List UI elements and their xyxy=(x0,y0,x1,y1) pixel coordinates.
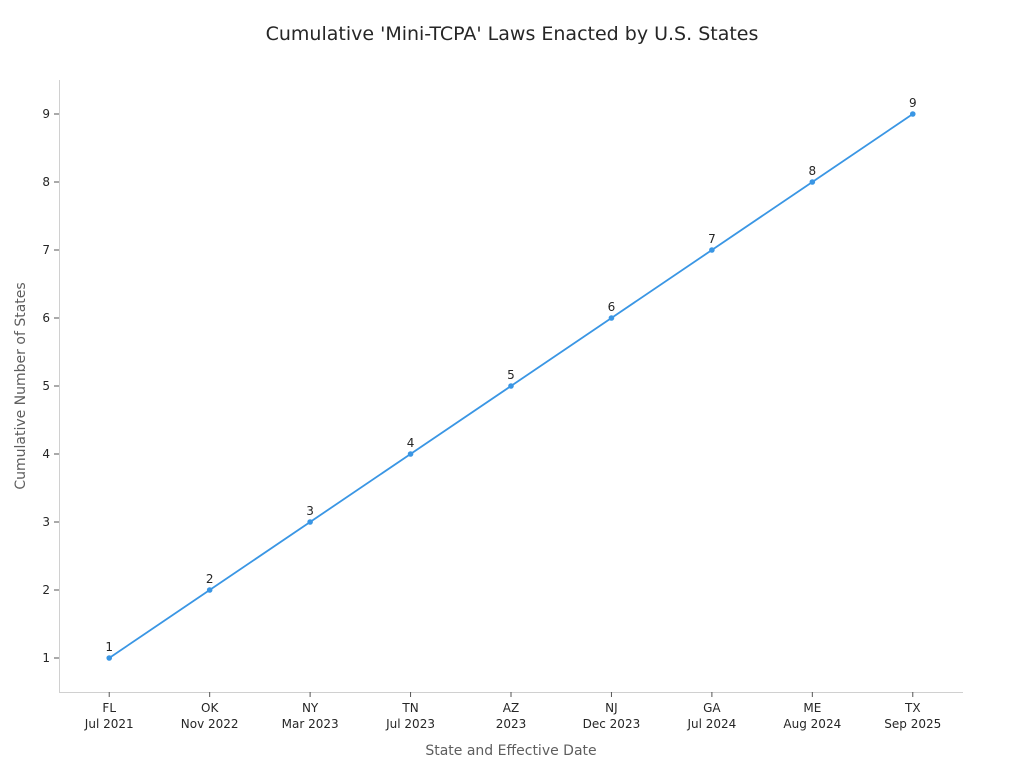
x-tick-label: FL Jul 2021 xyxy=(84,701,134,731)
x-tick-label: OK Nov 2022 xyxy=(181,701,239,731)
data-point xyxy=(508,383,514,389)
data-label: 6 xyxy=(608,300,616,314)
x-tick-label: NY Mar 2023 xyxy=(282,701,339,731)
data-point xyxy=(909,111,916,117)
y-tick-label: 1 xyxy=(42,651,50,665)
y-tick-label: 4 xyxy=(42,447,50,461)
data-point xyxy=(206,587,213,593)
x-axis-label: State and Effective Date xyxy=(425,743,596,759)
y-tick-label: 8 xyxy=(42,175,50,189)
y-tick-label: 6 xyxy=(42,311,50,325)
y-tick-label: 5 xyxy=(42,379,50,393)
x-tick-label: TX Sep 2025 xyxy=(884,701,941,731)
data-point xyxy=(608,315,615,321)
y-tick-label: 2 xyxy=(42,583,50,597)
data-label: 2 xyxy=(206,572,214,586)
y-tick-label: 3 xyxy=(42,515,50,529)
data-point xyxy=(809,179,816,185)
x-tick-label: AZ 2023 xyxy=(496,701,527,731)
chart-title: Cumulative 'Mini-TCPA' Laws Enacted by U… xyxy=(266,23,759,45)
x-tick-label: GA Jul 2024 xyxy=(686,701,736,731)
data-label: 1 xyxy=(105,640,113,654)
data-point xyxy=(407,451,414,457)
data-label: 4 xyxy=(407,436,415,450)
y-tick-label: 7 xyxy=(42,243,50,257)
data-point xyxy=(307,519,313,525)
data-label: 7 xyxy=(708,232,716,246)
x-tick-label: ME Aug 2024 xyxy=(783,701,841,731)
data-label: 9 xyxy=(909,96,917,110)
y-axis-label: Cumulative Number of States xyxy=(13,282,29,489)
y-tick-label: 9 xyxy=(42,107,50,121)
data-point xyxy=(106,655,113,661)
data-label: 5 xyxy=(507,368,515,382)
x-tick-label: NJ Dec 2023 xyxy=(583,701,641,731)
data-label: 8 xyxy=(809,164,817,178)
data-point xyxy=(709,247,715,253)
data-label: 3 xyxy=(306,504,314,518)
x-tick-label: TN Jul 2023 xyxy=(385,701,435,731)
